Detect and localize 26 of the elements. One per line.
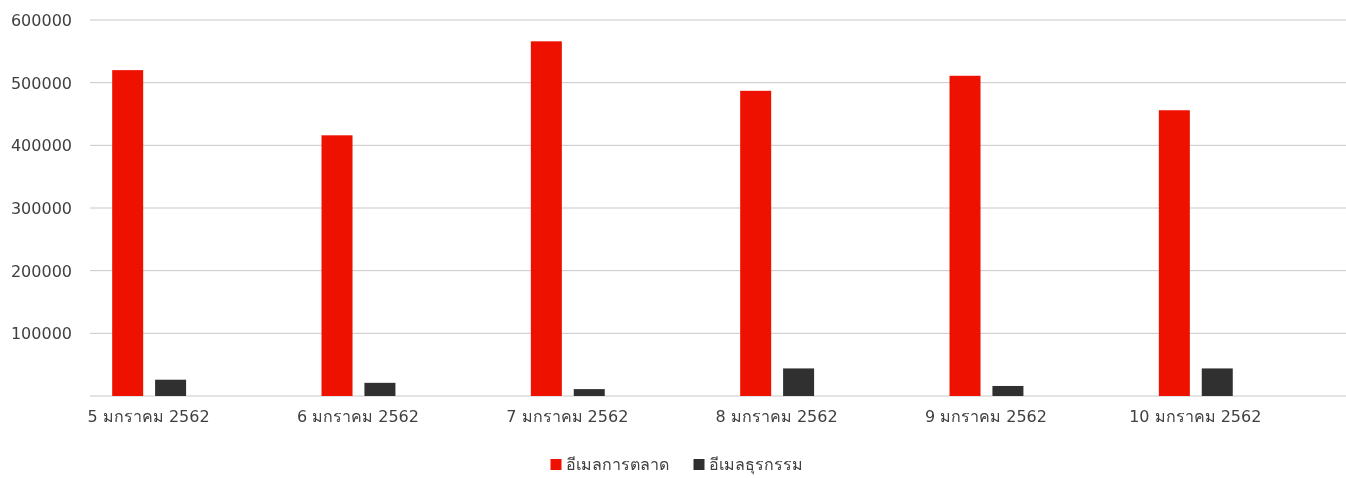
bar <box>530 41 562 396</box>
x-tick-label: 5 มกราคม 2562 <box>87 407 210 426</box>
bar <box>321 135 353 396</box>
bar <box>155 379 187 396</box>
x-tick-label: 10 มกราคม 2562 <box>1129 407 1262 426</box>
legend-label: อีเมลธุรกรรม <box>708 455 803 475</box>
y-tick-label: 300000 <box>10 199 72 218</box>
y-tick-label: 600000 <box>10 11 72 30</box>
y-tick-label: 500000 <box>10 73 72 93</box>
x-tick-label: 9 มกราคม 2562 <box>924 407 1047 426</box>
y-tick-label: 100000 <box>10 324 72 344</box>
bar <box>1201 368 1233 396</box>
bar <box>949 75 981 396</box>
x-tick-label: 8 มกราคม 2562 <box>715 407 838 426</box>
bar <box>1158 110 1190 396</box>
x-tick-label: 6 มกราคม 2562 <box>296 407 419 426</box>
y-tick-label: 200000 <box>10 261 72 281</box>
y-tick-label: 400000 <box>10 136 72 156</box>
bar <box>740 90 772 396</box>
bar <box>364 382 396 396</box>
x-tick-label: 7 มกราคม 2562 <box>506 407 629 426</box>
bar <box>783 368 815 396</box>
bar <box>992 385 1024 396</box>
bar <box>573 389 605 396</box>
bar <box>112 70 144 396</box>
legend-label: อีเมลการตลาด <box>565 455 669 474</box>
